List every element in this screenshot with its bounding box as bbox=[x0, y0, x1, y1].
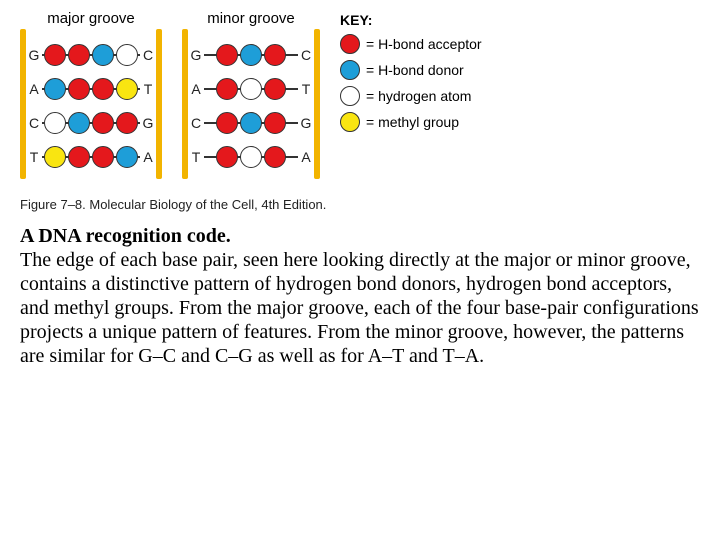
ball bbox=[116, 112, 138, 134]
base-label-left: C bbox=[26, 115, 42, 131]
legend-label: = methyl group bbox=[366, 114, 459, 130]
ball bbox=[216, 146, 238, 168]
legend-ball bbox=[340, 86, 360, 106]
ball bbox=[92, 146, 114, 168]
legend-ball bbox=[340, 34, 360, 54]
ball bbox=[44, 112, 66, 134]
legend-item: = H-bond donor bbox=[340, 60, 482, 80]
row: A T bbox=[188, 78, 314, 100]
rows-minor: G C A T bbox=[188, 38, 314, 174]
base-label-left: C bbox=[188, 115, 204, 131]
base-label-right: A bbox=[140, 149, 156, 165]
row: A T bbox=[26, 78, 156, 100]
base-label-left: G bbox=[188, 47, 204, 63]
legend-item: = hydrogen atom bbox=[340, 86, 482, 106]
legend-item: = H-bond acceptor bbox=[340, 34, 482, 54]
ball bbox=[240, 146, 262, 168]
ball bbox=[44, 78, 66, 100]
legend-label: = H-bond donor bbox=[366, 62, 464, 78]
ball bbox=[92, 44, 114, 66]
ball bbox=[68, 78, 90, 100]
base-label-right: G bbox=[140, 115, 156, 131]
base-label-left: A bbox=[26, 81, 42, 97]
ball bbox=[264, 44, 286, 66]
base-label-left: T bbox=[26, 149, 42, 165]
ball bbox=[264, 112, 286, 134]
base-label-right: G bbox=[298, 115, 314, 131]
base-label-right: C bbox=[140, 47, 156, 63]
legend-label: = H-bond acceptor bbox=[366, 36, 482, 52]
row: T A bbox=[26, 146, 156, 168]
ball bbox=[264, 146, 286, 168]
base-label-left: G bbox=[26, 47, 42, 63]
ball bbox=[68, 146, 90, 168]
diagram-top: major groove G C A bbox=[20, 10, 700, 179]
rail-right bbox=[314, 29, 320, 179]
panel-minor-groove: minor groove G C A bbox=[182, 10, 320, 179]
ladder-minor: G C A T bbox=[182, 33, 320, 179]
legend: KEY: = H-bond acceptor = H-bond donor = … bbox=[340, 10, 482, 138]
ball bbox=[216, 78, 238, 100]
ladder-major: G C A T C bbox=[20, 33, 162, 179]
figure-caption: Figure 7–8. Molecular Biology of the Cel… bbox=[20, 197, 700, 212]
row: T A bbox=[188, 146, 314, 168]
description: A DNA recognition code. The edge of each… bbox=[20, 224, 700, 368]
base-label-right: T bbox=[140, 81, 156, 97]
ball bbox=[92, 112, 114, 134]
ball bbox=[216, 112, 238, 134]
legend-label: = hydrogen atom bbox=[366, 88, 471, 104]
ball bbox=[68, 112, 90, 134]
ball bbox=[240, 112, 262, 134]
ball bbox=[240, 44, 262, 66]
legend-item: = methyl group bbox=[340, 112, 482, 132]
row: C G bbox=[26, 112, 156, 134]
base-label-left: T bbox=[188, 149, 204, 165]
ball bbox=[116, 78, 138, 100]
row: G C bbox=[26, 44, 156, 66]
row: G C bbox=[188, 44, 314, 66]
ball bbox=[68, 44, 90, 66]
ball bbox=[44, 146, 66, 168]
ball bbox=[240, 78, 262, 100]
rows-major: G C A T C bbox=[26, 38, 156, 174]
base-label-left: A bbox=[188, 81, 204, 97]
panel-major-groove: major groove G C A bbox=[20, 10, 162, 179]
base-label-right: A bbox=[298, 149, 314, 165]
base-label-right: T bbox=[298, 81, 314, 97]
rail-right bbox=[156, 29, 162, 179]
description-title: A DNA recognition code. bbox=[20, 225, 231, 247]
ball bbox=[92, 78, 114, 100]
ball bbox=[116, 146, 138, 168]
panel-title: major groove bbox=[47, 10, 135, 27]
ball bbox=[264, 78, 286, 100]
base-label-right: C bbox=[298, 47, 314, 63]
ball bbox=[116, 44, 138, 66]
legend-title: KEY: bbox=[340, 12, 482, 28]
legend-ball bbox=[340, 112, 360, 132]
legend-ball bbox=[340, 60, 360, 80]
ball bbox=[44, 44, 66, 66]
ball bbox=[216, 44, 238, 66]
panel-title: minor groove bbox=[207, 10, 295, 27]
description-body: The edge of each base pair, seen here lo… bbox=[20, 249, 699, 367]
row: C G bbox=[188, 112, 314, 134]
